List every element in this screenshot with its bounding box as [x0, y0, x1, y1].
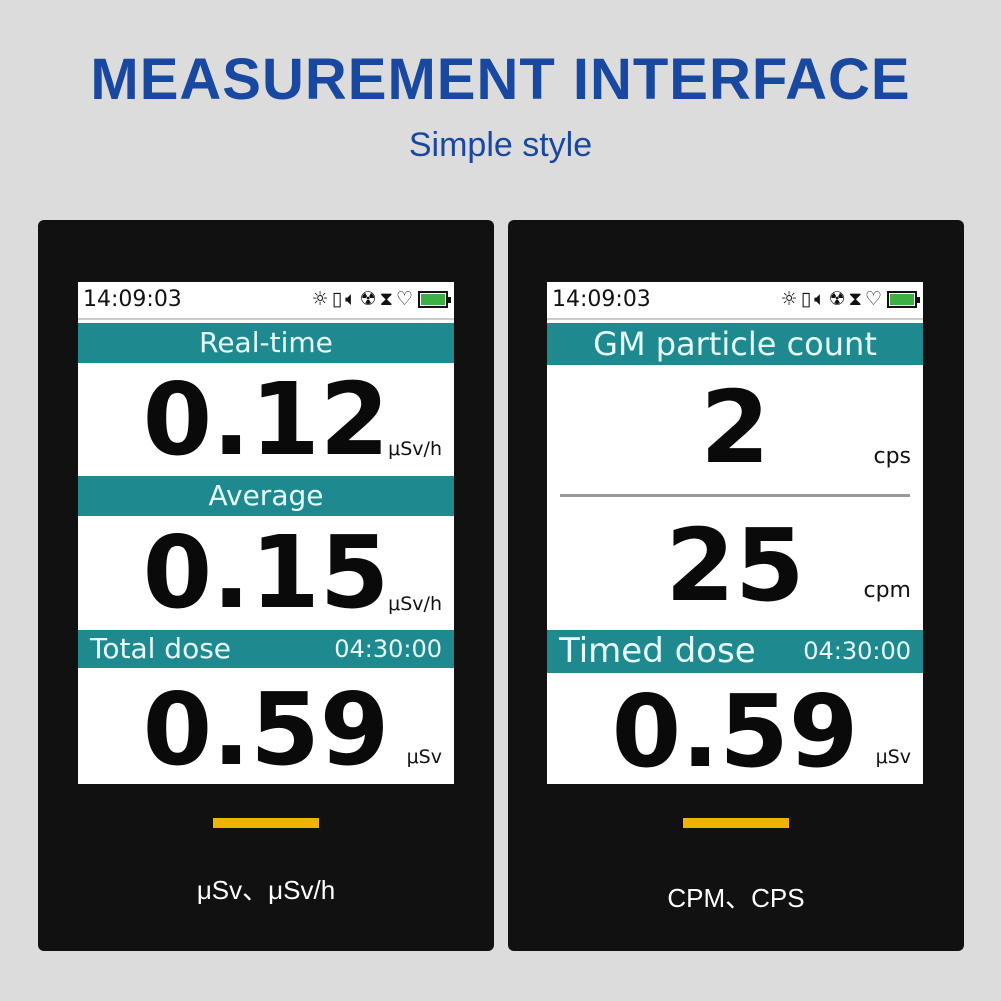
brightness-icon: ☼: [780, 288, 798, 310]
battery-icon: [887, 290, 920, 308]
page-title: MEASUREMENT INTERFACE: [90, 47, 911, 112]
yellow-indicator: [213, 818, 319, 828]
device-left: 14:09:03 ☼ ▯ 🔈︎ ☢ ⧗ ♡ Real-time 0.12 μSv…: [38, 220, 494, 951]
timed-dose-label: Timed dose: [559, 631, 756, 671]
radiation-icon: ☢: [828, 288, 846, 310]
total-dose-header: Total dose 04:30:00: [78, 630, 454, 668]
clock: 14:09:03: [83, 287, 182, 312]
total-dose-unit: μSv: [406, 746, 442, 768]
clock: 14:09:03: [552, 287, 651, 312]
cps-value: 2: [700, 369, 770, 486]
yellow-indicator: [683, 818, 789, 828]
cps-unit: cps: [873, 444, 911, 469]
device-screen: 14:09:03 ☼ ▯ 🔈︎ ☢ ⧗ ♡ Real-time 0.12 μSv…: [78, 282, 454, 784]
average-unit: μSv/h: [388, 593, 442, 615]
device-right: 14:09:03 ☼ ▯ 🔈︎ ☢ ⧗ ♡ GM particle count …: [508, 220, 964, 951]
device-screen: 14:09:03 ☼ ▯ 🔈︎ ☢ ⧗ ♡ GM particle count …: [547, 282, 923, 784]
status-bar: 14:09:03 ☼ ▯ 🔈︎ ☢ ⧗ ♡: [78, 282, 454, 320]
total-dose-timer: 04:30:00: [334, 635, 442, 663]
realtime-header: Real-time: [78, 323, 454, 363]
vibration-icon: ▯: [800, 288, 812, 310]
total-dose-value: 0.59: [142, 671, 390, 784]
vibration-icon: ▯: [331, 288, 343, 310]
speaker-icon: 🔈︎: [814, 288, 826, 310]
realtime-value: 0.12: [142, 361, 390, 478]
battery-icon: [418, 290, 451, 308]
speaker-icon: 🔈︎: [345, 288, 357, 310]
heartbeat-icon: ♡: [395, 288, 413, 310]
total-dose-label: Total dose: [90, 632, 232, 665]
cpm-unit: cpm: [863, 578, 912, 603]
heartbeat-icon: ♡: [864, 288, 882, 310]
divider: [560, 494, 910, 497]
hourglass-icon: ⧗: [848, 288, 862, 310]
status-bar: 14:09:03 ☼ ▯ 🔈︎ ☢ ⧗ ♡: [547, 282, 923, 320]
hourglass-icon: ⧗: [379, 288, 393, 310]
timed-dose-timer: 04:30:00: [803, 637, 911, 665]
radiation-icon: ☢: [359, 288, 377, 310]
average-header: Average: [78, 476, 454, 516]
realtime-unit: μSv/h: [388, 438, 442, 460]
left-caption: μSv、μSv/h: [196, 875, 336, 905]
page-subtitle: Simple style: [408, 126, 593, 164]
gm-count-header: GM particle count: [547, 323, 923, 365]
average-value: 0.15: [142, 514, 390, 631]
cpm-value: 25: [665, 507, 805, 624]
timed-dose-unit: μSv: [875, 746, 911, 768]
right-caption: CPM、CPS: [667, 883, 805, 913]
timed-dose-header: Timed dose 04:30:00: [547, 630, 923, 673]
timed-dose-value: 0.59: [611, 673, 859, 784]
brightness-icon: ☼: [311, 288, 329, 310]
